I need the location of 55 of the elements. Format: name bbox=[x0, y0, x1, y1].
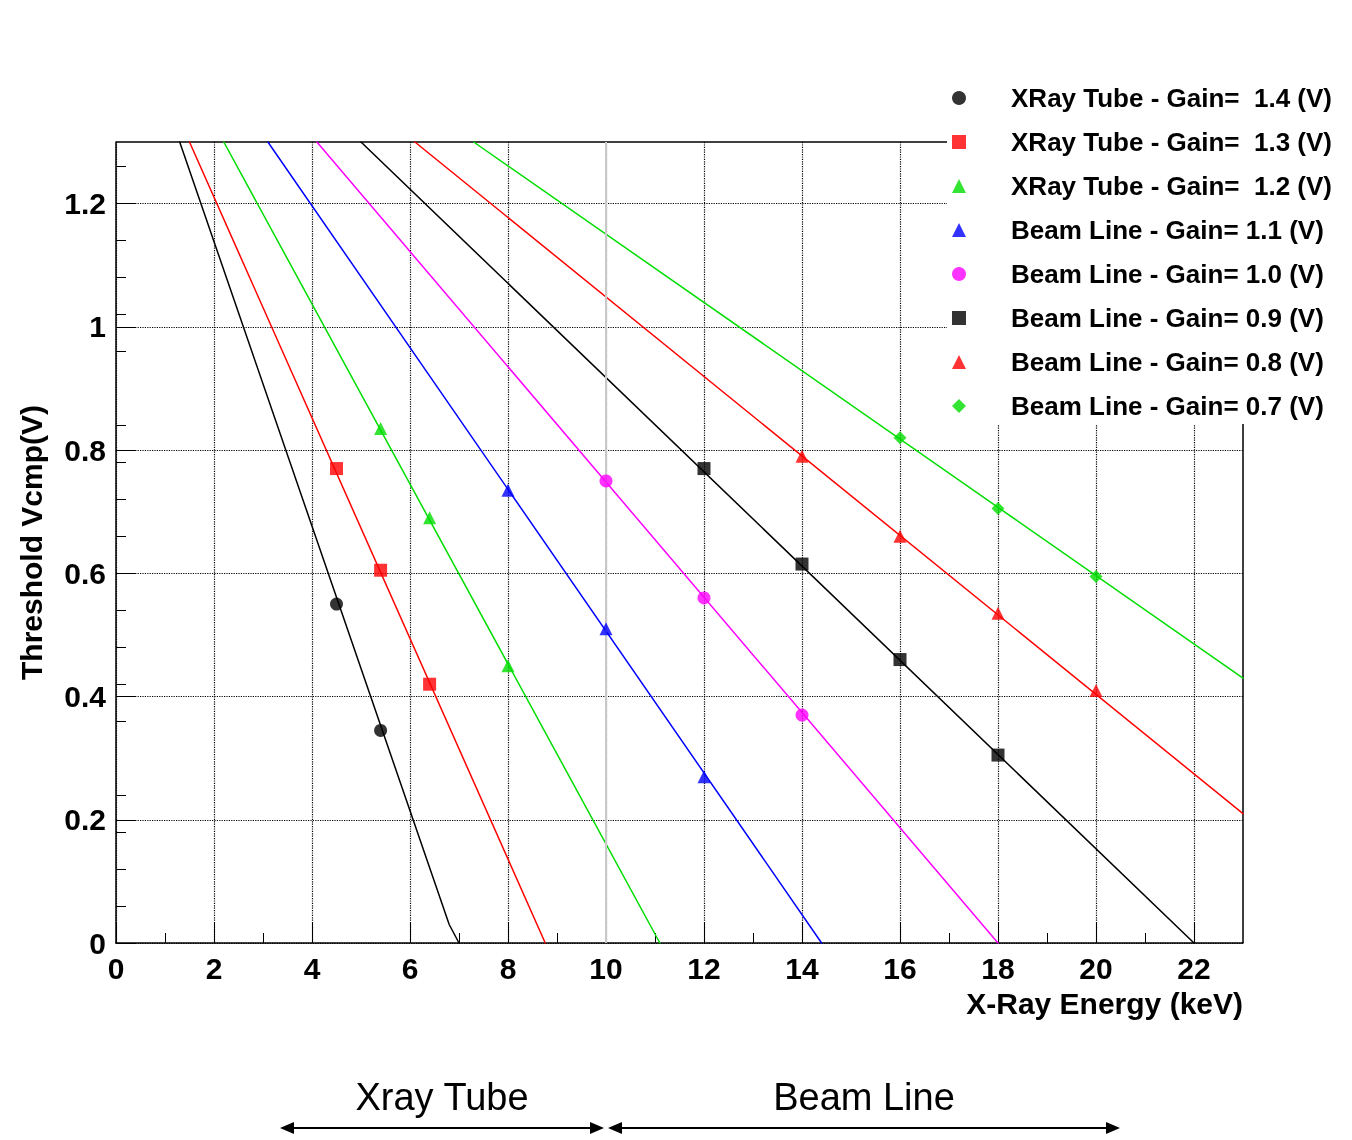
point bbox=[697, 770, 711, 784]
point bbox=[501, 659, 515, 673]
point bbox=[1089, 683, 1103, 697]
point bbox=[374, 723, 388, 737]
point bbox=[991, 606, 1005, 620]
x-tick-label: 18 bbox=[981, 951, 1015, 985]
y-tick-label: 1 bbox=[89, 310, 106, 344]
legend-label: XRay Tube - Gain= 1.3 (V) bbox=[1011, 127, 1333, 157]
point bbox=[893, 653, 907, 667]
legend-label: Beam Line - Gain= 0.7 (V) bbox=[1011, 391, 1324, 421]
point bbox=[795, 557, 809, 571]
x-tick-label: 20 bbox=[1079, 951, 1113, 985]
point bbox=[423, 677, 437, 691]
point bbox=[697, 591, 711, 605]
point bbox=[501, 483, 515, 497]
point bbox=[795, 449, 809, 463]
y-tick-label: 0.2 bbox=[64, 803, 106, 837]
x-tick-label: 16 bbox=[883, 951, 917, 985]
point bbox=[330, 462, 343, 476]
point bbox=[893, 529, 907, 543]
point bbox=[1089, 569, 1103, 583]
point bbox=[374, 563, 388, 577]
y-tick-label: 0.6 bbox=[64, 556, 106, 590]
point bbox=[991, 502, 1005, 516]
y-axis-title: Threshold Vcmp(V) bbox=[14, 404, 48, 681]
point bbox=[374, 422, 388, 436]
legend-label: XRay Tube - Gain= 1.2 (V) bbox=[1011, 171, 1333, 201]
y-tick-label: 1.2 bbox=[64, 187, 106, 221]
y-tick-label: 0.4 bbox=[64, 680, 107, 714]
legend-label: Beam Line - Gain= 1.0 (V) bbox=[1011, 259, 1324, 289]
x-tick-label: 4 bbox=[303, 951, 321, 985]
legend-label: XRay Tube - Gain= 1.4 (V) bbox=[1011, 83, 1333, 113]
point bbox=[991, 748, 1005, 762]
legend-label: Beam Line - Gain= 0.9 (V) bbox=[1011, 303, 1324, 333]
x-axis-title: X-Ray Energy (keV) bbox=[966, 986, 1244, 1020]
text: Beam Line bbox=[769, 1076, 959, 1119]
y-tick-label: 0.8 bbox=[64, 433, 106, 467]
point bbox=[599, 474, 613, 488]
x-tick-label: 12 bbox=[687, 951, 721, 985]
point bbox=[599, 622, 613, 636]
legend-label: Beam Line - Gain= 0.8 (V) bbox=[1011, 347, 1324, 377]
legend-label: Beam Line - Gain= 1.1 (V) bbox=[1011, 215, 1324, 245]
point bbox=[423, 511, 437, 525]
x-tick-label: 14 bbox=[785, 951, 819, 985]
point bbox=[697, 462, 711, 476]
x-tick-label: 22 bbox=[1177, 951, 1211, 985]
point bbox=[893, 431, 907, 445]
x-tick-label: 6 bbox=[401, 951, 419, 985]
x-tick-label: 2 bbox=[205, 951, 223, 985]
x-tick-label: 8 bbox=[499, 951, 517, 985]
point bbox=[795, 708, 809, 722]
y-tick-label: 0 bbox=[89, 926, 106, 960]
text: Xray Tube bbox=[351, 1076, 533, 1119]
x-tick-label: 10 bbox=[589, 951, 623, 985]
point bbox=[330, 597, 343, 611]
